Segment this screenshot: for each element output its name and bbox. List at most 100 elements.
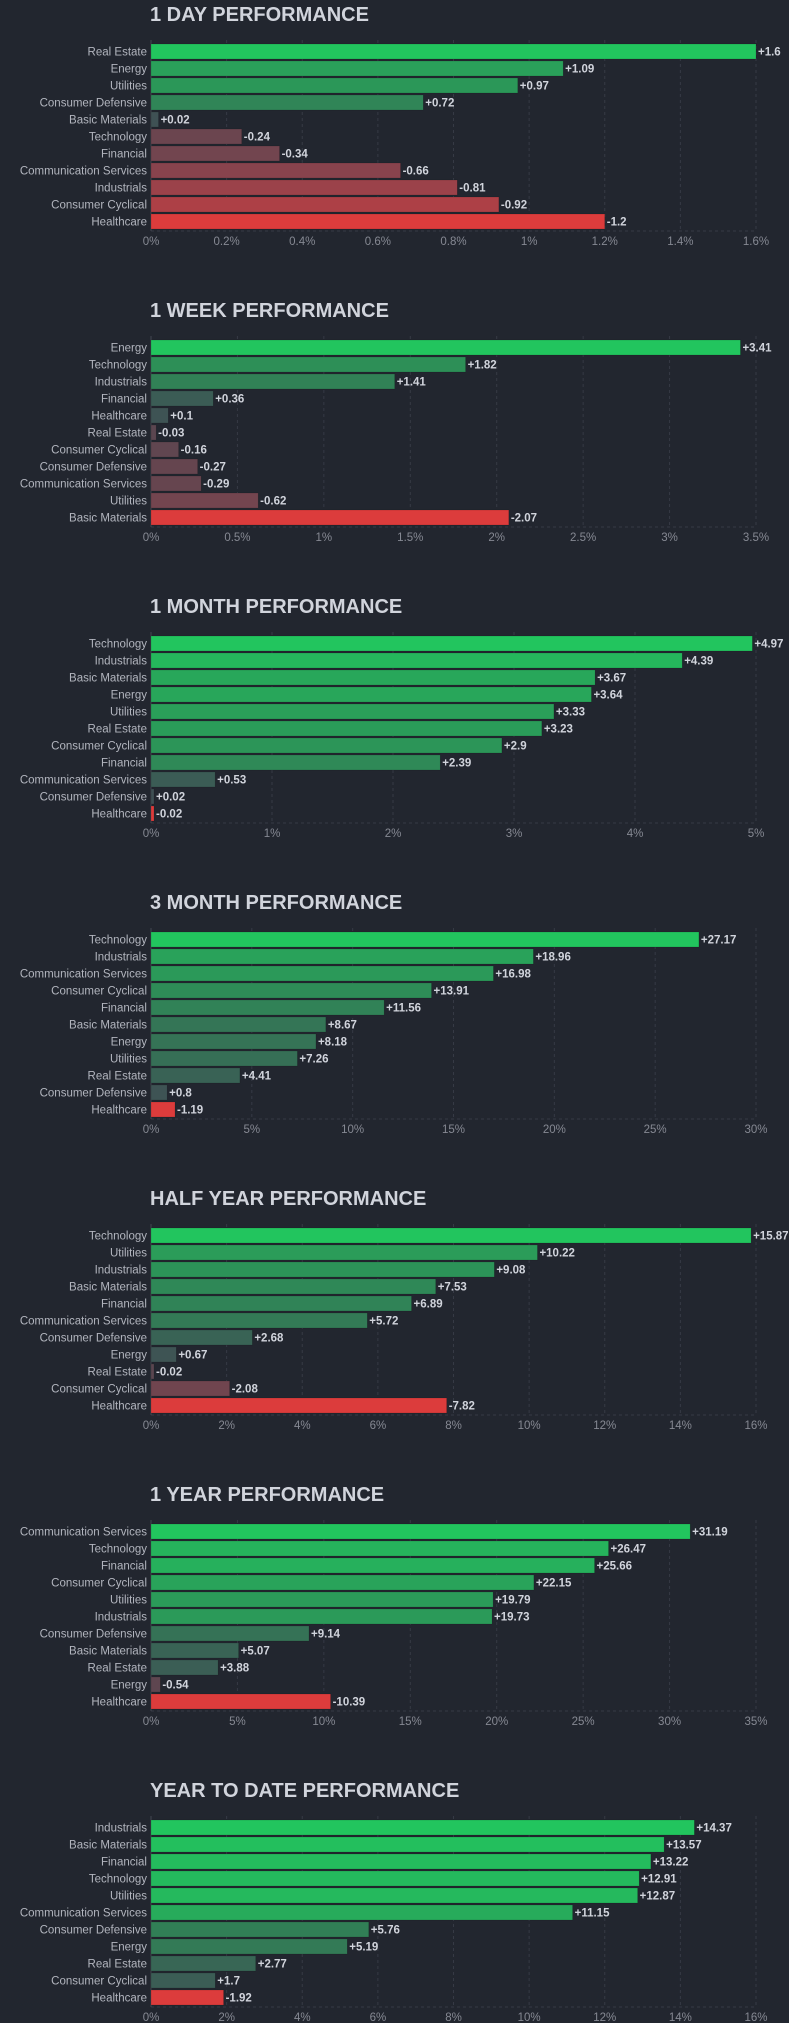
bar[interactable] xyxy=(150,1227,752,1244)
bar[interactable] xyxy=(150,1295,412,1312)
bar[interactable] xyxy=(150,805,155,822)
data-label: +19.73 xyxy=(494,1612,529,1624)
data-label: +5.72 xyxy=(369,1316,398,1328)
bar[interactable] xyxy=(150,1329,253,1346)
x-tick-label: 8% xyxy=(445,2012,462,2023)
category-label: Financial xyxy=(101,758,147,770)
category-label: Consumer Defensive xyxy=(40,1629,147,1641)
bar[interactable] xyxy=(150,1261,495,1278)
bar[interactable] xyxy=(150,754,441,771)
bar[interactable] xyxy=(150,1397,447,1414)
x-tick-label: 1% xyxy=(316,532,333,544)
category-label: Real Estate xyxy=(88,1959,147,1971)
data-label: +0.36 xyxy=(215,394,244,406)
bar[interactable] xyxy=(150,145,280,162)
category-label: Utilities xyxy=(110,496,147,508)
bar[interactable] xyxy=(150,982,432,999)
bar[interactable] xyxy=(150,1819,695,1836)
category-label: Energy xyxy=(111,1350,148,1362)
bar[interactable] xyxy=(150,441,179,458)
bar[interactable] xyxy=(150,1380,230,1397)
bar[interactable] xyxy=(150,94,424,111)
bar[interactable] xyxy=(150,458,198,475)
bar[interactable] xyxy=(150,1067,241,1084)
bar[interactable] xyxy=(150,1938,348,1955)
bar[interactable] xyxy=(150,1574,535,1591)
bar[interactable] xyxy=(150,703,555,720)
data-label: +7.26 xyxy=(299,1054,328,1066)
data-label: +5.76 xyxy=(371,1925,400,1937)
bar[interactable] xyxy=(150,1523,691,1540)
bar[interactable] xyxy=(150,213,605,230)
bar[interactable] xyxy=(150,1346,177,1363)
x-tick-label: 3% xyxy=(506,828,523,840)
bar[interactable] xyxy=(150,1904,573,1921)
category-label: Technology xyxy=(89,1231,147,1243)
bar[interactable] xyxy=(150,509,510,526)
bar[interactable] xyxy=(150,1921,370,1938)
bar[interactable] xyxy=(150,1955,256,1972)
bar[interactable] xyxy=(150,1693,331,1710)
bar[interactable] xyxy=(150,424,157,441)
bar[interactable] xyxy=(150,1278,436,1295)
bar[interactable] xyxy=(150,1870,640,1887)
bar[interactable] xyxy=(150,356,466,373)
bar[interactable] xyxy=(150,635,753,652)
bar[interactable] xyxy=(150,669,596,686)
bar[interactable] xyxy=(150,111,159,128)
bar[interactable] xyxy=(150,1989,224,2006)
bar[interactable] xyxy=(150,948,534,965)
bar[interactable] xyxy=(150,1244,538,1261)
bar[interactable] xyxy=(150,1887,638,1904)
category-label: Financial xyxy=(101,1857,147,1869)
bar[interactable] xyxy=(150,1642,239,1659)
bar[interactable] xyxy=(150,788,155,805)
bar[interactable] xyxy=(150,1557,595,1574)
bar[interactable] xyxy=(150,1363,155,1380)
x-tick-label: 5% xyxy=(748,828,765,840)
bar[interactable] xyxy=(150,339,741,356)
x-tick-label: 16% xyxy=(744,1420,767,1432)
bar[interactable] xyxy=(150,1836,665,1853)
bar[interactable] xyxy=(150,931,700,948)
bar[interactable] xyxy=(150,965,494,982)
bar[interactable] xyxy=(150,128,242,145)
bar[interactable] xyxy=(150,1972,216,1989)
bar[interactable] xyxy=(150,373,395,390)
bar[interactable] xyxy=(150,652,683,669)
bar[interactable] xyxy=(150,492,259,509)
bar[interactable] xyxy=(150,1676,161,1693)
bar[interactable] xyxy=(150,475,202,492)
bar[interactable] xyxy=(150,720,543,737)
category-label: Industrials xyxy=(95,1612,148,1624)
bar[interactable] xyxy=(150,390,214,407)
bar[interactable] xyxy=(150,1591,494,1608)
category-label: Consumer Cyclical xyxy=(51,1578,147,1590)
bar[interactable] xyxy=(150,686,592,703)
bar[interactable] xyxy=(150,162,401,179)
bar[interactable] xyxy=(150,999,385,1016)
bar[interactable] xyxy=(150,1084,168,1101)
bar[interactable] xyxy=(150,407,169,424)
bar[interactable] xyxy=(150,771,216,788)
data-label: +22.15 xyxy=(536,1578,572,1590)
bar[interactable] xyxy=(150,43,757,60)
bar[interactable] xyxy=(150,1033,317,1050)
bar[interactable] xyxy=(150,1853,652,1870)
bar[interactable] xyxy=(150,1659,219,1676)
bar[interactable] xyxy=(150,60,564,77)
bar[interactable] xyxy=(150,77,519,94)
bar[interactable] xyxy=(150,1312,368,1329)
bar[interactable] xyxy=(150,1101,176,1118)
bar[interactable] xyxy=(150,737,503,754)
bar[interactable] xyxy=(150,1540,609,1557)
bar[interactable] xyxy=(150,196,500,213)
bar[interactable] xyxy=(150,1050,298,1067)
category-label: Consumer Cyclical xyxy=(51,986,147,998)
data-label: +0.67 xyxy=(178,1350,207,1362)
bar[interactable] xyxy=(150,1608,493,1625)
data-label: +3.41 xyxy=(742,343,772,355)
bar[interactable] xyxy=(150,179,458,196)
bar[interactable] xyxy=(150,1016,327,1033)
bar[interactable] xyxy=(150,1625,310,1642)
